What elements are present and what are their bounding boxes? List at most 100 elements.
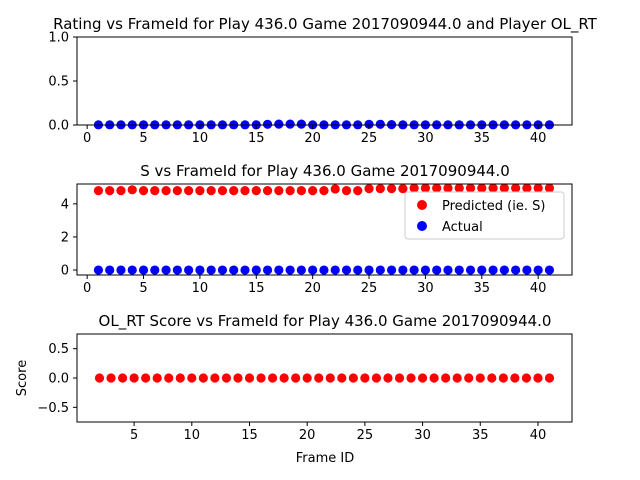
data-point xyxy=(544,373,555,383)
data-point xyxy=(432,265,442,275)
data-point xyxy=(175,373,185,383)
data-point xyxy=(161,186,171,196)
data-point xyxy=(221,373,232,383)
data-point xyxy=(420,265,431,275)
data-point xyxy=(206,265,216,275)
x-tick-label: 30 xyxy=(417,281,434,296)
x-tick-label: 20 xyxy=(304,281,321,296)
data-point xyxy=(164,373,174,383)
data-point xyxy=(353,265,363,275)
data-point xyxy=(341,265,352,275)
data-point xyxy=(94,373,105,383)
data-point xyxy=(452,373,462,383)
data-point xyxy=(441,373,451,383)
data-point xyxy=(406,373,416,383)
data-point xyxy=(172,265,182,275)
data-point xyxy=(364,119,374,129)
subplot-rating: Rating vs FrameId for Play 436.0 Game 20… xyxy=(48,15,597,146)
data-point xyxy=(533,373,543,383)
data-point xyxy=(429,373,439,383)
data-point xyxy=(409,183,419,193)
data-point xyxy=(432,183,442,193)
data-point xyxy=(274,265,284,275)
data-point xyxy=(319,265,329,275)
x-tick-label: 5 xyxy=(130,428,138,443)
x-tick-label: 10 xyxy=(192,131,209,146)
x-tick-label: 30 xyxy=(417,131,434,146)
plot-area: 5 10 15 20 25 30 35 40 −0.5 0.0 0.5 xyxy=(37,333,573,443)
plot-area: 0 5 10 15 20 25 30 35 40 0 2 4 xyxy=(61,183,573,296)
data-point xyxy=(116,265,126,275)
data-point xyxy=(454,265,464,275)
data-point xyxy=(409,265,419,275)
data-point xyxy=(499,183,509,193)
data-point xyxy=(465,183,476,193)
x-tick-label: 20 xyxy=(304,131,321,146)
data-point xyxy=(240,265,250,275)
data-point xyxy=(364,184,374,194)
data-point xyxy=(285,186,295,196)
x-tick-label: 5 xyxy=(139,131,147,146)
data-point xyxy=(256,373,266,383)
data-point xyxy=(233,373,243,383)
data-point xyxy=(477,265,487,275)
data-point xyxy=(184,186,194,196)
data-point xyxy=(141,373,151,383)
data-point xyxy=(353,186,363,196)
data-point xyxy=(330,265,340,275)
data-point xyxy=(296,119,306,129)
data-point xyxy=(375,119,385,129)
y-axis-label: Score xyxy=(15,360,30,396)
data-point xyxy=(251,186,261,196)
data-point xyxy=(325,373,335,383)
y-tick-label: 0.5 xyxy=(48,342,69,357)
data-point xyxy=(117,373,128,383)
y-tick-label: 2 xyxy=(61,230,69,245)
x-tick-label: 25 xyxy=(357,428,374,443)
data-point xyxy=(127,265,137,275)
x-tick-label: 15 xyxy=(248,281,265,296)
chart-title: OL_RT Score vs FrameId for Play 436.0 Ga… xyxy=(99,312,552,331)
x-tick-label: 20 xyxy=(299,428,316,443)
data-point xyxy=(195,265,205,275)
data-point xyxy=(210,373,220,383)
data-point xyxy=(285,265,295,275)
data-point xyxy=(240,186,250,196)
data-point xyxy=(274,119,284,129)
y-tick-label: 0.5 xyxy=(48,75,69,90)
x-tick-label: 30 xyxy=(414,428,431,443)
plot-area: 0 5 10 15 20 25 30 35 40 0.0 0.5 1.0 xyxy=(48,31,573,146)
legend-marker xyxy=(417,200,427,210)
data-point xyxy=(262,119,273,129)
data-point xyxy=(308,186,318,196)
data-point xyxy=(417,373,428,383)
legend-marker xyxy=(417,221,427,231)
data-point xyxy=(93,265,104,275)
data-point xyxy=(184,265,194,275)
data-point xyxy=(375,184,385,194)
data-point xyxy=(443,265,453,275)
data-point xyxy=(105,265,115,275)
data-point xyxy=(521,373,532,383)
data-point xyxy=(138,265,149,275)
data-point xyxy=(198,373,208,383)
legend: Predicted (ie. S) Actual xyxy=(404,191,565,240)
data-point xyxy=(195,186,205,196)
data-point xyxy=(386,265,397,275)
data-point xyxy=(206,186,216,196)
y-tick-label: 0.0 xyxy=(48,119,69,134)
data-point xyxy=(488,183,498,193)
data-point xyxy=(475,373,485,383)
data-point xyxy=(511,265,521,275)
data-point xyxy=(229,265,239,275)
data-point xyxy=(499,265,509,275)
data-point xyxy=(150,265,160,275)
y-tick-label: 0 xyxy=(61,264,69,279)
data-point xyxy=(341,186,352,196)
data-point xyxy=(375,265,385,275)
data-point xyxy=(394,373,405,383)
x-tick-label: 40 xyxy=(530,131,547,146)
legend-frame xyxy=(404,191,565,240)
data-point xyxy=(296,265,306,275)
